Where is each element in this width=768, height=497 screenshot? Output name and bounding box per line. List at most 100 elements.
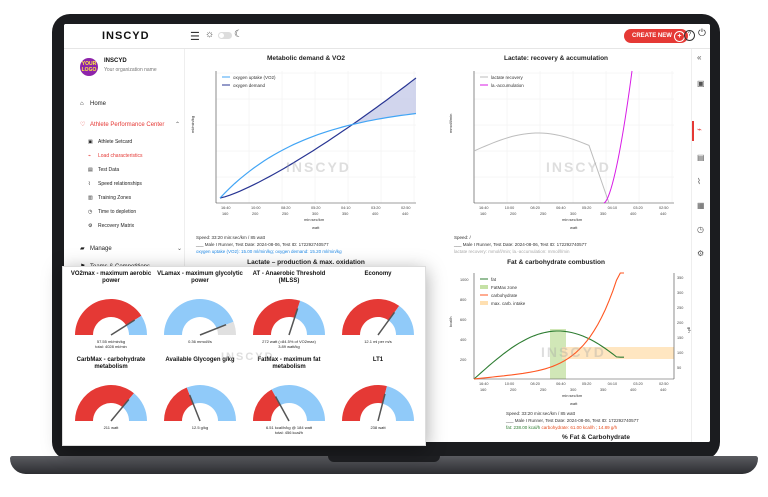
gauge-dial xyxy=(253,385,325,422)
document-icon[interactable]: ▤ xyxy=(697,153,705,162)
sidebar-item-load[interactable]: ⌁ Load characteristics xyxy=(88,153,142,159)
chart-fatcarb: fat FatMax zone carbohydrate max. carb. … xyxy=(448,272,692,406)
gauge-title: FatMax - maximum fat metabolism xyxy=(257,357,321,370)
gear-icon[interactable]: ⚙ xyxy=(697,249,705,258)
carb-line xyxy=(473,272,624,380)
watermark: INSCYD xyxy=(546,159,611,175)
gauge-value: 12.1 ml per m/s xyxy=(364,339,392,344)
home-icon: ⌂ xyxy=(80,101,84,107)
x-tick-label: 03:20 xyxy=(371,206,381,210)
gauge-value: 6.51 kcal/h/kg @ 184 watt xyxy=(265,425,313,430)
trend-icon[interactable]: ⌇ xyxy=(697,177,701,186)
athlete-meta-fatcarb: ___ Male I Runner, Test Date: 2024-08-06… xyxy=(506,418,639,423)
help-icon[interactable]: ? xyxy=(684,30,695,41)
x-tick-labels: 16:40 10:00 08:20 06:40 05:20 04:10 03:20 02:50… xyxy=(479,206,669,216)
legend-swatch xyxy=(480,301,488,305)
gauge-value-2: 3.89 watt/kg xyxy=(278,344,300,349)
y2-tick-label: 200 xyxy=(677,321,683,325)
gauge-title: VO2max - maximum aerobic power xyxy=(70,271,152,284)
chart-metabolic: oxygen uptake (VO2) oxygen demand ml/min… xyxy=(190,71,417,230)
sidebar-item-speed[interactable]: ⌇ Speed relationships xyxy=(88,181,142,187)
org-subtitle: Your organization name xyxy=(104,67,157,73)
power-icon[interactable]: ⏻ xyxy=(698,28,706,39)
sidebar-item-label: Recovery Matrix xyxy=(98,223,135,229)
gauge-remainder xyxy=(126,315,147,335)
chart-legend: oxygen uptake (VO2) oxygen demand xyxy=(222,75,276,88)
x-axis-label: min:sec/km xyxy=(304,217,325,222)
watermark: INSCYD xyxy=(541,344,606,360)
x-tick-label-2: 250 xyxy=(282,212,288,216)
y-tick-labels: 1000 800 600 400 200 xyxy=(460,278,468,362)
moon-icon: ☾ xyxy=(234,29,243,40)
sidebar-item-label: Training Zones xyxy=(98,195,132,201)
x-tick-label: 16:40 xyxy=(479,206,489,210)
nav-athlete-center[interactable]: ♡ Athlete Performance Center ⌃ xyxy=(80,121,180,128)
gauge-dial xyxy=(253,299,325,336)
org-logo: YOUR LOGO xyxy=(80,58,98,76)
nav-home[interactable]: ⌂ Home xyxy=(80,101,106,107)
nav-athlete-center-label: Athlete Performance Center xyxy=(90,122,165,128)
demand-area xyxy=(220,78,416,198)
main-content: Metabolic demand & VO2 oxygen uptake (VO… xyxy=(186,49,692,442)
sidebar-item-depletion[interactable]: ◷ Time to depletion xyxy=(88,209,136,215)
athlete-meta: ___ Male I Runner, Test Date: 2024-08-06… xyxy=(196,242,329,247)
chevron-down-icon: ⌄ xyxy=(176,246,182,252)
sidebar-item-recovery[interactable]: ⚙ Recovery Matrix xyxy=(88,223,134,229)
chart-icon[interactable]: ⌁ xyxy=(697,125,702,134)
legend-recovery: lactate recovery xyxy=(491,75,524,80)
recovery-line xyxy=(473,132,610,204)
calculator-icon[interactable]: ▦ xyxy=(697,201,705,210)
x-tick-label: 03:20 xyxy=(633,206,643,210)
clock-icon[interactable]: ◷ xyxy=(697,225,704,234)
sidebar-item-setcard[interactable]: ▣ Athlete Setcard xyxy=(88,139,132,145)
brand-logo[interactable]: INSCYD xyxy=(102,30,150,42)
active-indicator xyxy=(692,121,694,141)
gauge-4: CarbMax - carbohydrate metabolism 211 wat… xyxy=(67,357,155,441)
sidebar-item-label: Time to depletion xyxy=(98,209,137,215)
fat-readout: fat: 238.00 kcal/h xyxy=(506,425,541,430)
x-tick-label: 02:50 xyxy=(659,382,669,386)
lactate-readout: lactate recovery: mmol/l/min; la.-accumu… xyxy=(454,249,570,254)
gauge-fill xyxy=(75,299,142,335)
x-tick-label-2: 300 xyxy=(570,388,576,392)
x-tick-label-2: 160 xyxy=(222,212,228,216)
x-tick-label-2: 350 xyxy=(600,388,606,392)
gauge-6: FatMax - maximum fat metabolism 6.51 kcal… xyxy=(245,357,333,441)
y-tick-label: 800 xyxy=(460,298,466,302)
sidebar-item-zones[interactable]: ▥ Training Zones xyxy=(88,195,131,201)
nav-manage[interactable]: ▰ Manage ⌄ xyxy=(80,245,182,252)
y-axis-label: kcal/h xyxy=(448,317,453,327)
chart-title-lactate-prod: Lactate – production & max. oxidation xyxy=(247,259,365,266)
x-tick-label: 08:20 xyxy=(281,206,291,210)
gauge-needle xyxy=(199,323,227,336)
chart-title-fatcarb: Fat & carbohydrate combustion xyxy=(507,259,605,266)
zones-icon: ▥ xyxy=(88,195,93,201)
theme-toggle[interactable] xyxy=(218,32,232,39)
gauge-fill xyxy=(342,299,400,335)
legend-vo2: oxygen uptake (VO2) xyxy=(233,75,276,80)
gauge-value: 211 watt xyxy=(103,425,119,430)
menu-icon[interactable]: ☰ xyxy=(190,31,200,43)
gauge-title: AT - Anaerobic Threshold (MLSS) xyxy=(252,271,326,284)
gauge-dial xyxy=(164,385,236,422)
gauge-title: LT1 xyxy=(372,357,384,363)
gauge-fill xyxy=(253,299,301,335)
chart-title-pct: % Fat & Carbohydrate xyxy=(562,434,630,441)
x-tick-labels: 16:40 10:00 08:20 05:20 04:10 03:20 02:50 160 20… xyxy=(221,206,411,216)
right-toolbar: « ▣ ⌁ ▤ ⌇ ▦ ◷ ⚙ xyxy=(691,49,710,442)
x-tick-label-2: 250 xyxy=(540,388,546,392)
create-new-button[interactable]: CREATE NEW + xyxy=(624,29,688,43)
sidebar-item-label: Test Data xyxy=(98,167,120,173)
gauge-remainder xyxy=(216,321,236,335)
accumulation-line xyxy=(603,70,633,204)
idcard-icon[interactable]: ▣ xyxy=(697,79,705,88)
briefcase-icon: ▰ xyxy=(80,246,85,252)
gauge-fill xyxy=(342,385,387,421)
x-tick-label: 08:20 xyxy=(530,206,540,210)
sidebar-item-testdata[interactable]: ▤ Test Data xyxy=(88,167,119,173)
y2-tick-label: 50 xyxy=(677,366,681,370)
vo2-line xyxy=(219,112,417,199)
collapse-icon[interactable]: « xyxy=(697,53,702,62)
gauge-value: 272 watt (=84.5% of VO2max) xyxy=(262,339,316,344)
gauge-value: 12.5 g/kg xyxy=(191,425,209,430)
